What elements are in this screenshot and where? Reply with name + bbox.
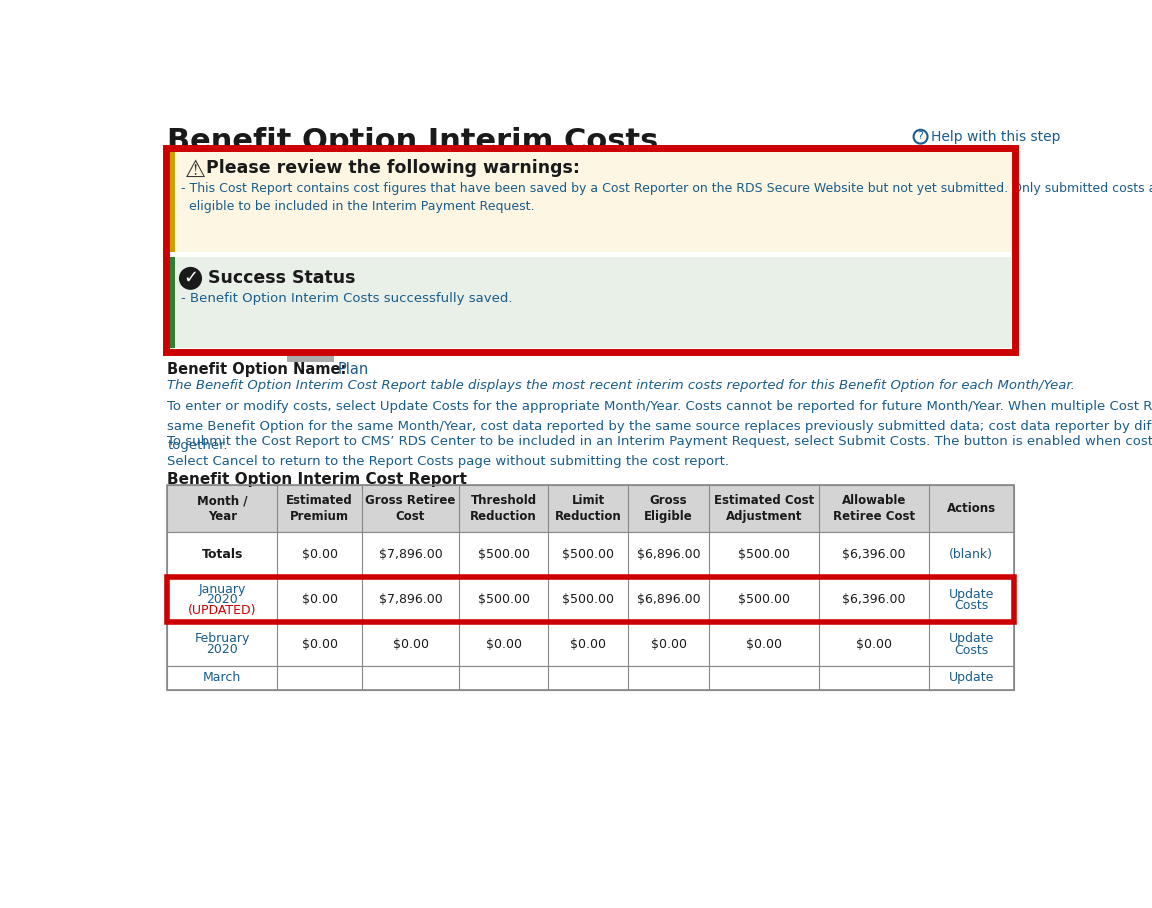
Text: $0.00: $0.00: [570, 637, 606, 651]
Text: Limit
Reduction: Limit Reduction: [555, 494, 622, 523]
Text: To enter or modify costs, select Update Costs for the appropriate Month/Year. Co: To enter or modify costs, select Update …: [167, 400, 1152, 452]
Text: 2020: 2020: [206, 593, 238, 606]
Bar: [167, 485, 1014, 689]
Text: Success Status: Success Status: [207, 269, 355, 287]
Text: $6,396.00: $6,396.00: [842, 548, 905, 561]
Bar: [167, 622, 1014, 666]
Text: $500.00: $500.00: [738, 548, 790, 561]
Text: Help with this step: Help with this step: [932, 130, 1061, 143]
Text: Estimated Cost
Adjustment: Estimated Cost Adjustment: [714, 494, 814, 523]
Text: Actions: Actions: [947, 502, 995, 515]
Text: (blank): (blank): [949, 548, 993, 561]
Text: $0.00: $0.00: [302, 637, 338, 651]
Text: ?: ?: [918, 132, 924, 142]
Bar: [169, 257, 1011, 348]
Text: January: January: [198, 583, 245, 596]
Text: Gross
Eligible: Gross Eligible: [644, 494, 694, 523]
Bar: [169, 152, 175, 252]
Text: ✓: ✓: [183, 269, 198, 287]
Bar: [169, 152, 1011, 252]
Text: Update: Update: [948, 672, 994, 685]
Text: To submit the Cost Report to CMS’ RDS Center to be included in an Interim Paymen: To submit the Cost Report to CMS’ RDS Ce…: [167, 436, 1152, 449]
Circle shape: [180, 268, 202, 289]
Text: Update: Update: [948, 587, 994, 600]
Bar: [166, 148, 1015, 352]
Text: $0.00: $0.00: [745, 637, 782, 651]
Text: - Benefit Option Interim Costs successfully saved.: - Benefit Option Interim Costs successfu…: [181, 292, 513, 305]
Text: Select Cancel to return to the Report Costs page without submitting the cost rep: Select Cancel to return to the Report Co…: [167, 456, 729, 469]
Text: $0.00: $0.00: [486, 637, 522, 651]
Text: $0.00: $0.00: [302, 548, 338, 561]
Text: - This Cost Report contains cost figures that have been saved by a Cost Reporter: - This Cost Report contains cost figures…: [181, 183, 1152, 213]
Text: Plan: Plan: [338, 361, 369, 377]
Text: Threshold
Reduction: Threshold Reduction: [470, 494, 537, 523]
Text: (UPDATED): (UPDATED): [188, 604, 257, 617]
Text: ⚠: ⚠: [185, 157, 206, 182]
Text: Allowable
Retiree Cost: Allowable Retiree Cost: [833, 494, 915, 523]
Bar: [167, 532, 1014, 577]
Text: Costs: Costs: [954, 644, 988, 656]
Text: Benefit Option Name:: Benefit Option Name:: [167, 361, 347, 377]
Text: March: March: [203, 672, 242, 685]
Text: $0.00: $0.00: [393, 637, 429, 651]
Text: $0.00: $0.00: [302, 593, 338, 606]
Text: $500.00: $500.00: [478, 548, 530, 561]
Text: $500.00: $500.00: [562, 548, 614, 561]
Bar: [287, 350, 334, 362]
Text: $7,896.00: $7,896.00: [379, 548, 442, 561]
Text: Benefit Option Interim Cost Report: Benefit Option Interim Cost Report: [167, 472, 467, 488]
Text: $500.00: $500.00: [478, 593, 530, 606]
Text: $6,396.00: $6,396.00: [842, 593, 905, 606]
Text: Benefit Option Interim Costs: Benefit Option Interim Costs: [167, 127, 659, 155]
Text: Estimated
Premium: Estimated Premium: [286, 494, 353, 523]
Text: $7,896.00: $7,896.00: [379, 593, 442, 606]
Text: $6,896.00: $6,896.00: [637, 593, 700, 606]
Text: Month /
Year: Month / Year: [197, 494, 248, 523]
Text: Costs: Costs: [954, 599, 988, 612]
Text: $0.00: $0.00: [856, 637, 892, 651]
Text: February: February: [195, 632, 250, 646]
Text: $0.00: $0.00: [651, 637, 687, 651]
Text: Please review the following warnings:: Please review the following warnings:: [206, 159, 579, 177]
Bar: [167, 485, 1014, 532]
Text: 2020: 2020: [206, 643, 238, 656]
Text: Gross Retiree
Cost: Gross Retiree Cost: [365, 494, 456, 523]
Text: Totals: Totals: [202, 548, 243, 561]
Text: $500.00: $500.00: [738, 593, 790, 606]
Text: $6,896.00: $6,896.00: [637, 548, 700, 561]
Text: Update: Update: [948, 632, 994, 646]
Bar: [167, 577, 1014, 622]
Bar: [167, 666, 1014, 689]
Bar: [169, 257, 175, 348]
Text: $500.00: $500.00: [562, 593, 614, 606]
Text: The Benefit Option Interim Cost Report table displays the most recent interim co: The Benefit Option Interim Cost Report t…: [167, 380, 1075, 392]
Bar: [167, 577, 1014, 622]
